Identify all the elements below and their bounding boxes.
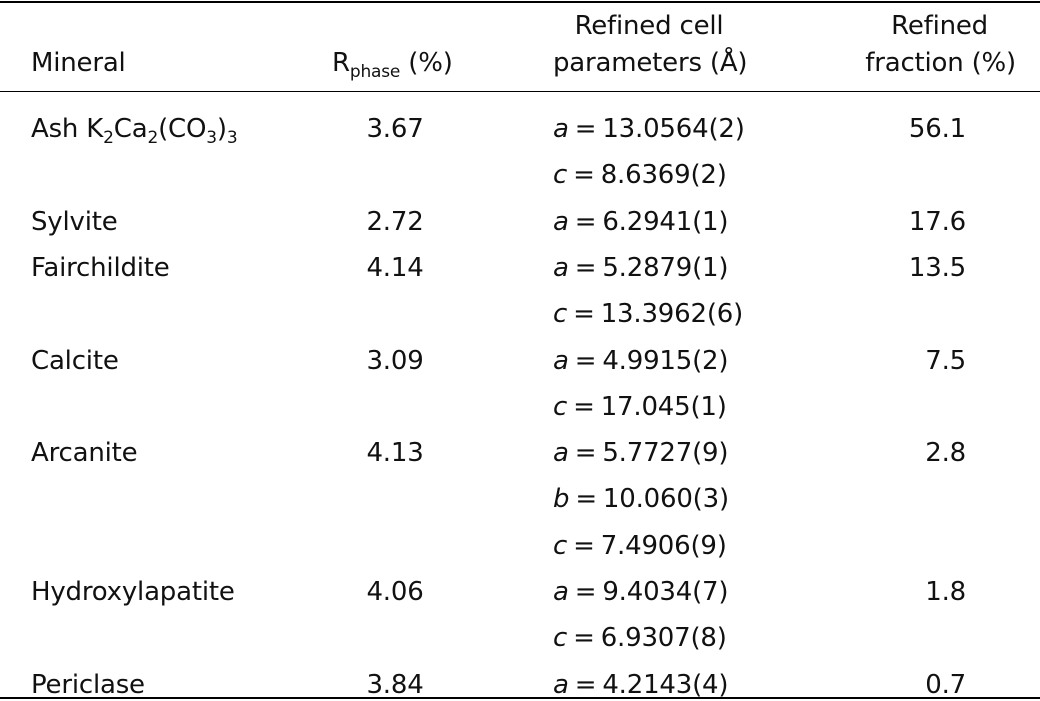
r-phase-value: 3.84 [366,669,424,700]
r-phase-value: 2.72 [366,206,424,237]
cell-parameter: a = 13.0564(2) [553,113,745,145]
r-phase-value: 4.13 [366,438,424,469]
mineral-name: Fairchildite [31,252,170,283]
formula-text: (CO [158,114,207,144]
header-refined-fraction: Refined fraction (%) [865,11,1016,78]
parameter-value: 13.3962(6) [600,299,744,330]
r-phase-value: 3.67 [366,114,424,144]
refined-fraction-value: 7.5 [925,345,966,376]
header-r-phase: Rphase (%) [332,48,453,82]
parameter-axis: a [553,438,569,469]
parameter-axis: c [553,299,568,330]
parameter-value: 4.2143(4) [602,669,729,700]
cell-parameter: a = 4.2143(4) [553,669,745,701]
parameter-value: 10.060(3) [602,484,729,515]
equals-sign: = [573,530,595,561]
mineral-name: Arcanite [31,438,138,469]
mineral-name: Hydroxylapatite [31,577,235,607]
cell-parameter: a = 5.2879(1) [553,252,745,284]
cell-parameter: a = 5.7727(9) [553,437,745,469]
parameter-axis: c [553,160,568,191]
mineral-name: Sylvite [31,206,118,237]
cell-parameter: c = 8.6369(2) [553,159,745,191]
parameter-value: 5.2879(1) [602,252,729,283]
cell-parameter: a = 6.2941(1) [553,206,745,238]
equals-sign: = [573,299,595,330]
r-phase-value: 3.09 [366,345,424,376]
parameter-axis: a [553,577,569,607]
cell-parameter: c = 17.045(1) [553,391,745,423]
equals-sign: = [574,345,597,376]
parameter-axis: c [553,623,568,654]
parameter-axis: a [553,345,569,376]
equals-sign: = [574,252,597,283]
cell-parameter: c = 13.3962(6) [553,298,745,330]
cell-parameter: a = 4.9915(2) [553,345,745,377]
parameter-value: 4.9915(2) [602,345,729,376]
r-phase-value: 4.06 [366,577,424,607]
equals-sign: = [574,438,597,469]
refined-fraction-value: 2.8 [925,438,966,469]
parameter-value: 6.9307(8) [600,623,727,654]
equals-sign: = [573,160,595,191]
equals-sign: = [574,206,597,237]
formula-subscript: 3 [206,128,217,148]
refined-fraction-value: 56.1 [908,114,966,144]
parameter-axis: b [553,484,570,515]
r-phase-value: 4.14 [366,252,424,283]
parameter-value: 9.4034(7) [602,577,729,607]
equals-sign: = [573,623,595,654]
parameter-value: 13.0564(2) [602,114,745,144]
cell-parameter: c = 7.4906(9) [553,530,745,562]
formula-subscript: 2 [147,128,159,148]
equals-sign: = [573,391,595,422]
cell-parameter: a = 9.4034(7) [553,576,745,608]
parameter-axis: a [553,669,569,700]
formula-subscript: 3 [226,128,238,148]
refined-fraction-value: 17.6 [908,206,966,237]
table-bottom-rule [0,697,1040,699]
mineral-name: Ash K2Ca2(CO3)3 [31,113,238,148]
refined-fraction-value: 13.5 [908,252,966,283]
mineral-name: Periclase [31,669,145,700]
refined-fraction-value: 0.7 [925,669,966,700]
header-mineral: Mineral [31,48,126,78]
formula-text: ) [216,114,227,144]
mineral-name: Calcite [31,345,119,376]
parameter-value: 8.6369(2) [600,160,727,191]
table-top-rule [0,1,1040,3]
equals-sign: = [574,577,597,607]
equals-sign: = [574,114,597,144]
parameter-axis: a [553,252,569,283]
cell-parameter: b = 10.060(3) [553,483,745,515]
parameter-value: 17.045(1) [600,391,727,422]
refined-fraction-value: 1.8 [925,577,966,607]
parameter-axis: a [553,206,569,237]
parameter-axis: c [553,530,568,561]
parameter-value: 5.7727(9) [602,438,729,469]
cell-parameter: c = 6.9307(8) [553,622,745,654]
equals-sign: = [574,669,597,700]
parameter-value: 6.2941(1) [602,206,729,237]
formula-text: Ca [113,114,148,144]
parameter-axis: c [553,391,568,422]
header-cell-parameters: Refined cell parameters (Å) [553,11,748,78]
parameter-axis: a [553,114,569,144]
formula-text: Ash K [31,114,104,144]
table-header-rule [0,91,1040,92]
parameter-value: 7.4906(9) [600,530,727,561]
equals-sign: = [575,484,597,515]
formula-subscript: 2 [103,128,114,148]
